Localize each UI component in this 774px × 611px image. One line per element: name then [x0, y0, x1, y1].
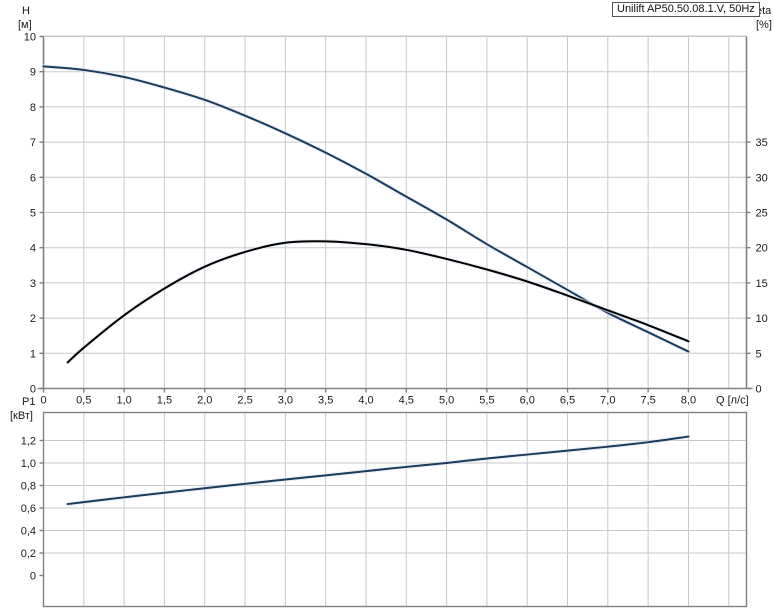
- flow-tick-0: 0: [40, 395, 46, 407]
- flow-axis-label: Q [л/с]: [716, 395, 749, 407]
- eta-tick-20: 20: [756, 243, 768, 255]
- head-axis-label: H: [22, 5, 30, 17]
- eta-tick-0: 0: [756, 384, 762, 396]
- power-tick-0-6: 0,6: [21, 503, 36, 515]
- head-curve: [42, 65, 690, 353]
- flow-tick-2,0: 2,0: [197, 395, 212, 407]
- eta-tick-10: 10: [756, 313, 768, 325]
- flow-tick-1,5: 1,5: [157, 395, 172, 407]
- eta-axis-unit: [%]: [756, 19, 772, 31]
- power-tick-1-0: 1,0: [21, 458, 36, 470]
- head-tick-10: 10: [24, 32, 36, 44]
- chart-title-text: Unilift AP50.50.08.1.V, 50Hz: [617, 3, 755, 15]
- head-tick-9: 9: [30, 67, 36, 79]
- flow-tick-0,5: 0,5: [76, 395, 91, 407]
- flow-tick-3,0: 3,0: [278, 395, 293, 407]
- power-tick-0-8: 0,8: [21, 481, 36, 493]
- head-tick-5: 5: [30, 208, 36, 220]
- flow-tick-4,0: 4,0: [358, 395, 373, 407]
- head-tick-6: 6: [30, 172, 36, 184]
- eta-tick-25: 25: [756, 208, 768, 220]
- head-tick-3: 3: [30, 278, 36, 290]
- head-tick-7: 7: [30, 137, 36, 149]
- flow-tick-1,0: 1,0: [116, 395, 131, 407]
- eta-tick-30: 30: [756, 172, 768, 184]
- flow-tick-3,5: 3,5: [318, 395, 333, 407]
- power-axis-unit: [кВт]: [10, 410, 33, 422]
- head-tick-0: 0: [30, 384, 36, 396]
- bottom-plot-frame: [42, 411, 748, 608]
- head-tick-1: 1: [30, 348, 36, 360]
- eta-tick-15: 15: [756, 278, 768, 290]
- head-tick-2: 2: [30, 313, 36, 325]
- eta-tick-35: 35: [756, 137, 768, 149]
- flow-tick-2,5: 2,5: [237, 395, 252, 407]
- eta-axis-label: eta: [756, 5, 772, 17]
- head-tick-4: 4: [30, 243, 36, 255]
- power-axis-label: P1: [22, 396, 35, 408]
- head-axis-unit: [м]: [18, 19, 32, 31]
- power-tick-1-2: 1,2: [21, 436, 36, 448]
- power-tick-0: 0: [30, 571, 36, 583]
- power-curve: [66, 435, 690, 506]
- flow-tick-7,0: 7,0: [600, 395, 615, 407]
- power-tick-0-4: 0,4: [21, 526, 36, 538]
- flow-tick-7,5: 7,5: [640, 395, 655, 407]
- flow-tick-4,5: 4,5: [399, 395, 414, 407]
- flow-tick-6,5: 6,5: [560, 395, 575, 407]
- eta-tick-5: 5: [756, 348, 762, 360]
- flow-tick-5,5: 5,5: [479, 395, 494, 407]
- efficiency-curve: [66, 240, 690, 364]
- flow-tick-6,0: 6,0: [520, 395, 535, 407]
- flow-tick-5,0: 5,0: [439, 395, 454, 407]
- head-tick-8: 8: [30, 102, 36, 114]
- power-tick-0-2: 0,2: [21, 548, 36, 560]
- flow-tick-8,0: 8,0: [681, 395, 696, 407]
- chart-title-box: Unilift AP50.50.08.1.V, 50Hz: [612, 2, 760, 17]
